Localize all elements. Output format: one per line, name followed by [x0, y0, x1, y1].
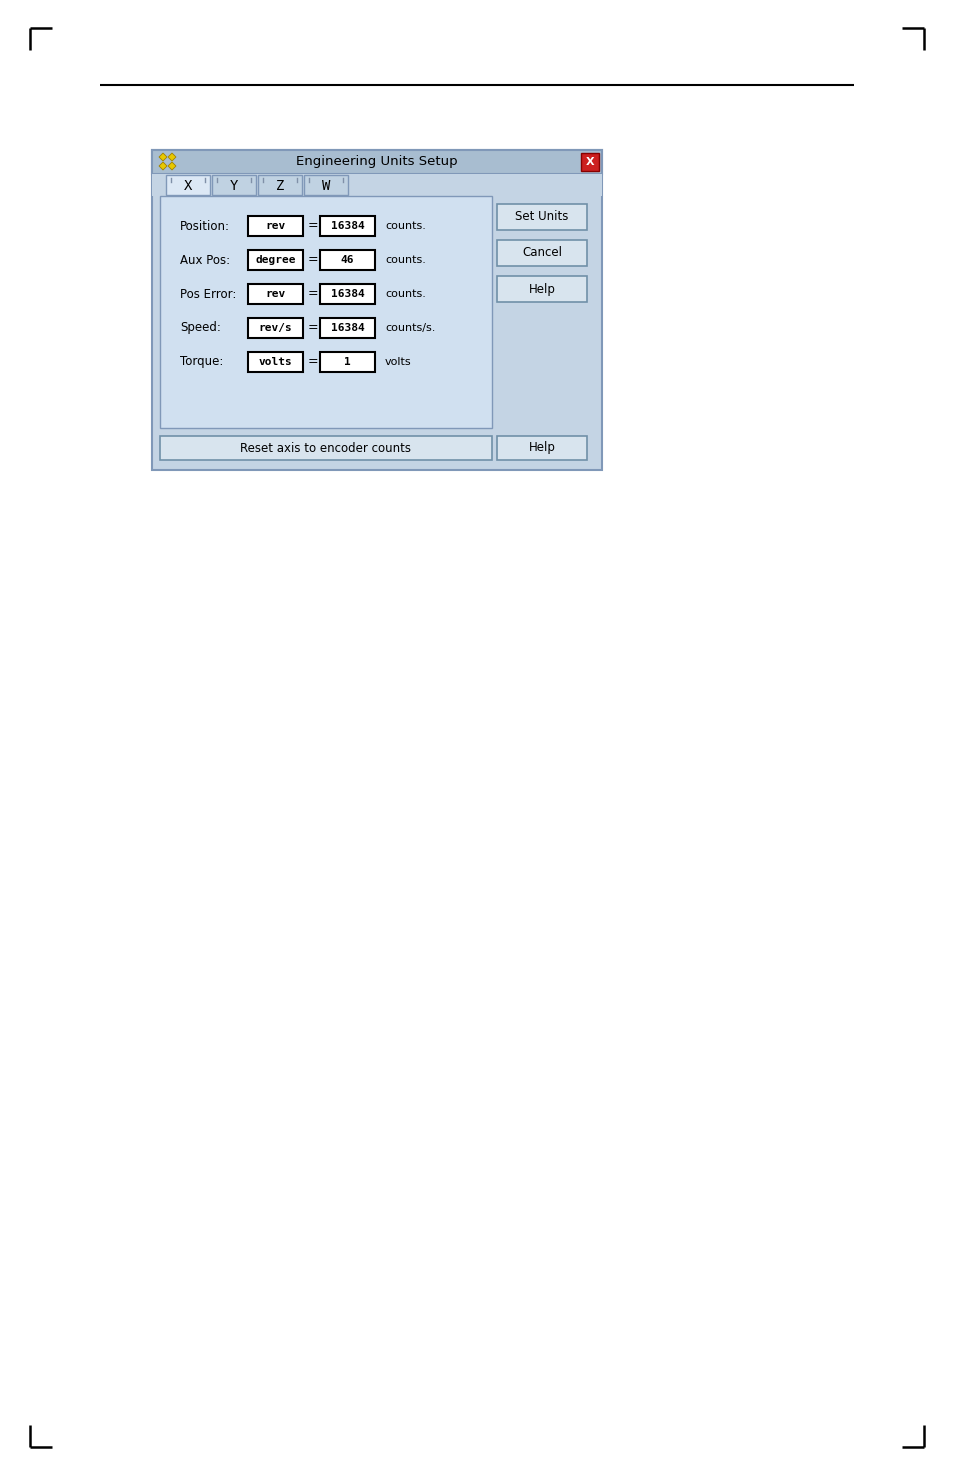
Text: 46: 46 [340, 255, 354, 266]
Bar [152, 150, 601, 174]
Text: counts.: counts. [385, 289, 425, 299]
Text: 16384: 16384 [331, 221, 364, 232]
Text: Cancel: Cancel [521, 246, 561, 260]
Text: Z: Z [275, 178, 284, 193]
Bar [257, 176, 302, 195]
Text: Speed:: Speed: [180, 322, 221, 335]
Text: 16384: 16384 [331, 289, 364, 299]
Bar [319, 353, 375, 372]
Text: =: = [308, 322, 318, 335]
Text: counts.: counts. [385, 221, 425, 232]
Bar [319, 285, 375, 304]
Text: X: X [184, 178, 192, 193]
Text: counts.: counts. [385, 255, 425, 266]
Bar [319, 215, 375, 236]
Bar [497, 276, 586, 302]
Text: =: = [308, 220, 318, 233]
Text: volts: volts [385, 357, 411, 367]
Text: =: = [308, 355, 318, 369]
Bar [248, 285, 303, 304]
Text: counts/s.: counts/s. [385, 323, 435, 333]
Text: Y: Y [230, 178, 238, 193]
Bar [319, 319, 375, 338]
Polygon shape [159, 162, 167, 170]
Text: degree: degree [255, 255, 295, 266]
Bar [160, 437, 492, 460]
Bar [248, 319, 303, 338]
Text: =: = [308, 254, 318, 267]
Bar [497, 204, 586, 230]
Text: X: X [585, 156, 594, 167]
Polygon shape [168, 162, 175, 170]
Bar [212, 176, 255, 195]
Bar [160, 196, 492, 428]
Text: rev: rev [265, 289, 285, 299]
Bar [166, 176, 210, 195]
Text: 1: 1 [344, 357, 351, 367]
Text: W: W [321, 178, 330, 193]
Text: =: = [308, 288, 318, 301]
Text: Torque:: Torque: [180, 355, 223, 369]
Text: rev: rev [265, 221, 285, 232]
Bar [319, 249, 375, 270]
Text: Help: Help [528, 283, 555, 295]
Text: Engineering Units Setup: Engineering Units Setup [295, 155, 457, 168]
Text: Pos Error:: Pos Error: [180, 288, 236, 301]
Bar [304, 176, 348, 195]
Text: volts: volts [258, 357, 292, 367]
Bar [580, 153, 598, 171]
Text: Reset axis to encoder counts: Reset axis to encoder counts [240, 441, 411, 454]
Bar [152, 174, 601, 196]
Text: 16384: 16384 [331, 323, 364, 333]
Text: Set Units: Set Units [515, 211, 568, 224]
Bar [248, 353, 303, 372]
Bar [248, 249, 303, 270]
Bar [497, 240, 586, 266]
Polygon shape [159, 153, 167, 161]
Text: Aux Pos:: Aux Pos: [180, 254, 230, 267]
Bar [248, 215, 303, 236]
Text: rev/s: rev/s [258, 323, 292, 333]
Polygon shape [168, 153, 175, 161]
Bar [497, 437, 586, 460]
Bar [152, 150, 601, 471]
Text: Help: Help [528, 441, 555, 454]
Text: Position:: Position: [180, 220, 230, 233]
